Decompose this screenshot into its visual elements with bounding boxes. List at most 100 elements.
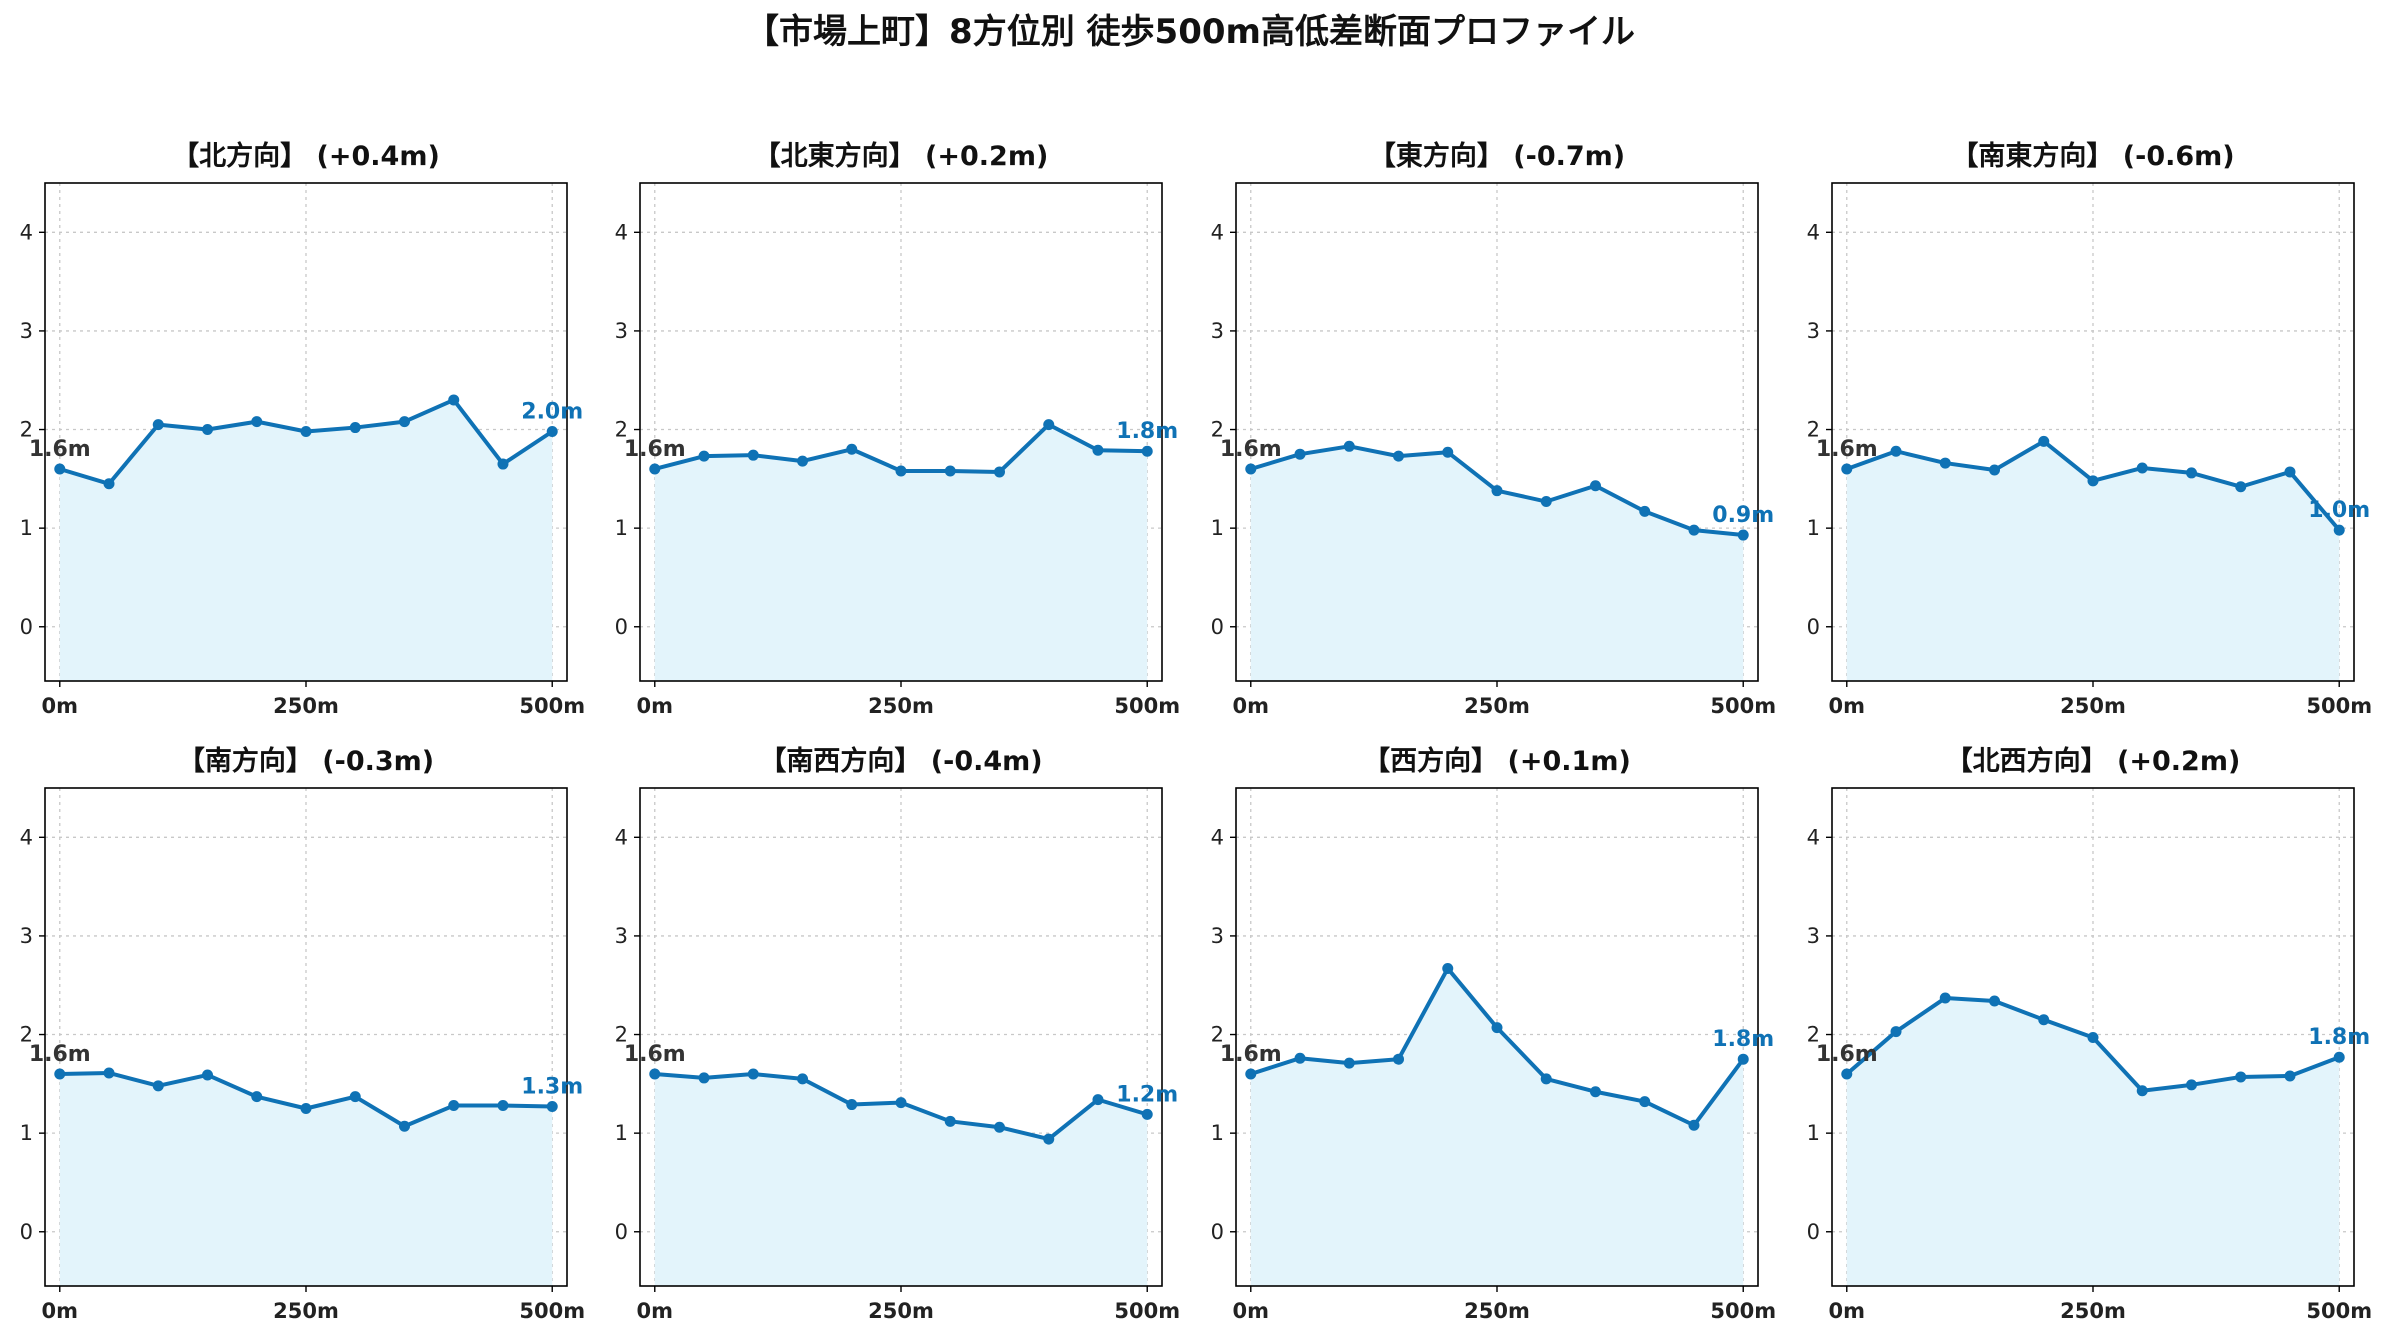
elevation-point <box>152 419 164 431</box>
elevation-point <box>2333 524 2345 536</box>
elevation-point <box>1092 1094 1104 1106</box>
panel-title: 【南方向】 (-0.3m) <box>178 745 434 777</box>
elevation-point <box>1589 480 1601 492</box>
x-tick-label: 250m <box>273 1299 339 1323</box>
elevation-point <box>1343 1057 1355 1069</box>
y-tick-label: 1 <box>20 1121 33 1145</box>
elevation-area <box>59 1072 553 1286</box>
y-tick-label: 3 <box>1807 319 1820 343</box>
elevation-point <box>2333 1051 2345 1063</box>
elevation-point <box>202 1069 214 1081</box>
elevation-point <box>2038 1014 2050 1026</box>
elevation-area <box>1846 441 2340 681</box>
elevation-panel: 【北方向】 (+0.4m) 0 1 2 3 4 0m 250m 500m 1.6m 2.0m <box>20 140 585 718</box>
elevation-point <box>1890 445 1902 457</box>
elevation-point <box>1989 464 2001 476</box>
elevation-point <box>349 422 361 434</box>
elevation-point <box>1141 1108 1153 1120</box>
elevation-panel: 【北東方向】 (+0.2m) 0 1 2 3 4 0m 250m 500m 1.6m 1.8m <box>615 140 1180 718</box>
elevation-point <box>2185 467 2197 479</box>
elevation-point <box>747 449 759 461</box>
elevation-point <box>993 466 1005 478</box>
elevation-point <box>1141 445 1153 457</box>
y-tick-label: 3 <box>1807 924 1820 948</box>
y-tick-label: 1 <box>615 516 628 540</box>
start-elevation-label: 1.6m <box>1816 437 1878 462</box>
elevation-point <box>300 426 312 438</box>
y-tick-label: 2 <box>615 418 628 442</box>
elevation-point <box>1393 450 1405 462</box>
x-tick-label: 0m <box>42 694 79 718</box>
elevation-panel: 【西方向】 (+0.1m) 0 1 2 3 4 0m 250m 500m 1.6m 1.8m <box>1211 745 1776 1323</box>
x-tick-label: 500m <box>519 1299 585 1323</box>
elevation-point <box>1688 524 1700 536</box>
y-tick-label: 2 <box>20 418 33 442</box>
y-tick-label: 0 <box>1807 1220 1820 1244</box>
elevation-point <box>251 416 263 428</box>
elevation-point <box>398 1120 410 1132</box>
start-elevation-label: 1.6m <box>29 1042 91 1067</box>
end-elevation-label: 1.8m <box>1712 1027 1774 1052</box>
y-tick-label: 1 <box>1211 1121 1224 1145</box>
end-elevation-label: 2.0m <box>521 400 583 425</box>
elevation-point <box>448 1100 460 1112</box>
elevation-point <box>2235 481 2247 493</box>
panel-title: 【南東方向】 (-0.6m) <box>1951 140 2234 172</box>
y-tick-label: 4 <box>1211 220 1224 244</box>
start-elevation-label: 1.6m <box>1220 437 1282 462</box>
panels-grid: 【北方向】 (+0.4m) 0 1 2 3 4 0m 250m 500m 1.6m 2.0m 【北東方… <box>20 140 2372 1323</box>
panel-title: 【北西方向】 (+0.2m) <box>1946 745 2241 777</box>
elevation-point <box>944 465 956 477</box>
y-tick-label: 0 <box>615 615 628 639</box>
x-tick-label: 500m <box>1114 1299 1180 1323</box>
y-tick-label: 3 <box>1211 319 1224 343</box>
elevation-point <box>2087 475 2099 487</box>
elevation-point <box>546 1101 558 1113</box>
x-tick-label: 0m <box>42 1299 79 1323</box>
end-elevation-label: 1.2m <box>1116 1082 1178 1107</box>
x-tick-label: 0m <box>1233 694 1270 718</box>
main-title: 【市場上町】8方位別 徒歩500m高低差断面プロファイル <box>745 12 1635 52</box>
elevation-point <box>649 463 661 475</box>
elevation-point <box>1092 444 1104 456</box>
elevation-point <box>846 1099 858 1111</box>
elevation-area <box>654 1073 1148 1286</box>
start-elevation-label: 1.6m <box>1220 1042 1282 1067</box>
y-tick-label: 4 <box>615 220 628 244</box>
end-elevation-label: 1.0m <box>2308 498 2370 523</box>
elevation-point <box>497 1100 509 1112</box>
y-tick-label: 3 <box>615 924 628 948</box>
y-tick-label: 1 <box>20 516 33 540</box>
panel-title: 【西方向】 (+0.1m) <box>1363 745 1631 777</box>
panel-title: 【東方向】 (-0.7m) <box>1369 140 1625 172</box>
elevation-point <box>1989 995 2001 1007</box>
y-tick-label: 2 <box>1807 1023 1820 1047</box>
panel-title: 【北東方向】 (+0.2m) <box>754 140 1049 172</box>
elevation-area <box>59 399 553 681</box>
elevation-point <box>2284 466 2296 478</box>
elevation-point <box>1639 1096 1651 1108</box>
elevation-point <box>797 455 809 467</box>
start-elevation-label: 1.6m <box>29 437 91 462</box>
x-tick-label: 0m <box>1233 1299 1270 1323</box>
y-tick-label: 0 <box>1211 1220 1224 1244</box>
elevation-point <box>103 1067 115 1079</box>
elevation-point <box>1841 463 1853 475</box>
elevation-point <box>497 458 509 470</box>
elevation-point <box>1890 1026 1902 1038</box>
elevation-point <box>54 1068 66 1080</box>
y-tick-label: 1 <box>1211 516 1224 540</box>
y-tick-label: 4 <box>1211 825 1224 849</box>
elevation-point <box>1245 1068 1257 1080</box>
elevation-area <box>1846 998 2340 1286</box>
elevation-point <box>895 1097 907 1109</box>
elevation-point <box>1245 463 1257 475</box>
elevation-point <box>1639 505 1651 517</box>
y-tick-label: 4 <box>1807 825 1820 849</box>
y-tick-label: 2 <box>615 1023 628 1047</box>
elevation-point <box>2235 1071 2247 1083</box>
elevation-point <box>2284 1070 2296 1082</box>
elevation-point <box>1737 1053 1749 1065</box>
elevation-point <box>202 424 214 436</box>
y-tick-label: 0 <box>1211 615 1224 639</box>
